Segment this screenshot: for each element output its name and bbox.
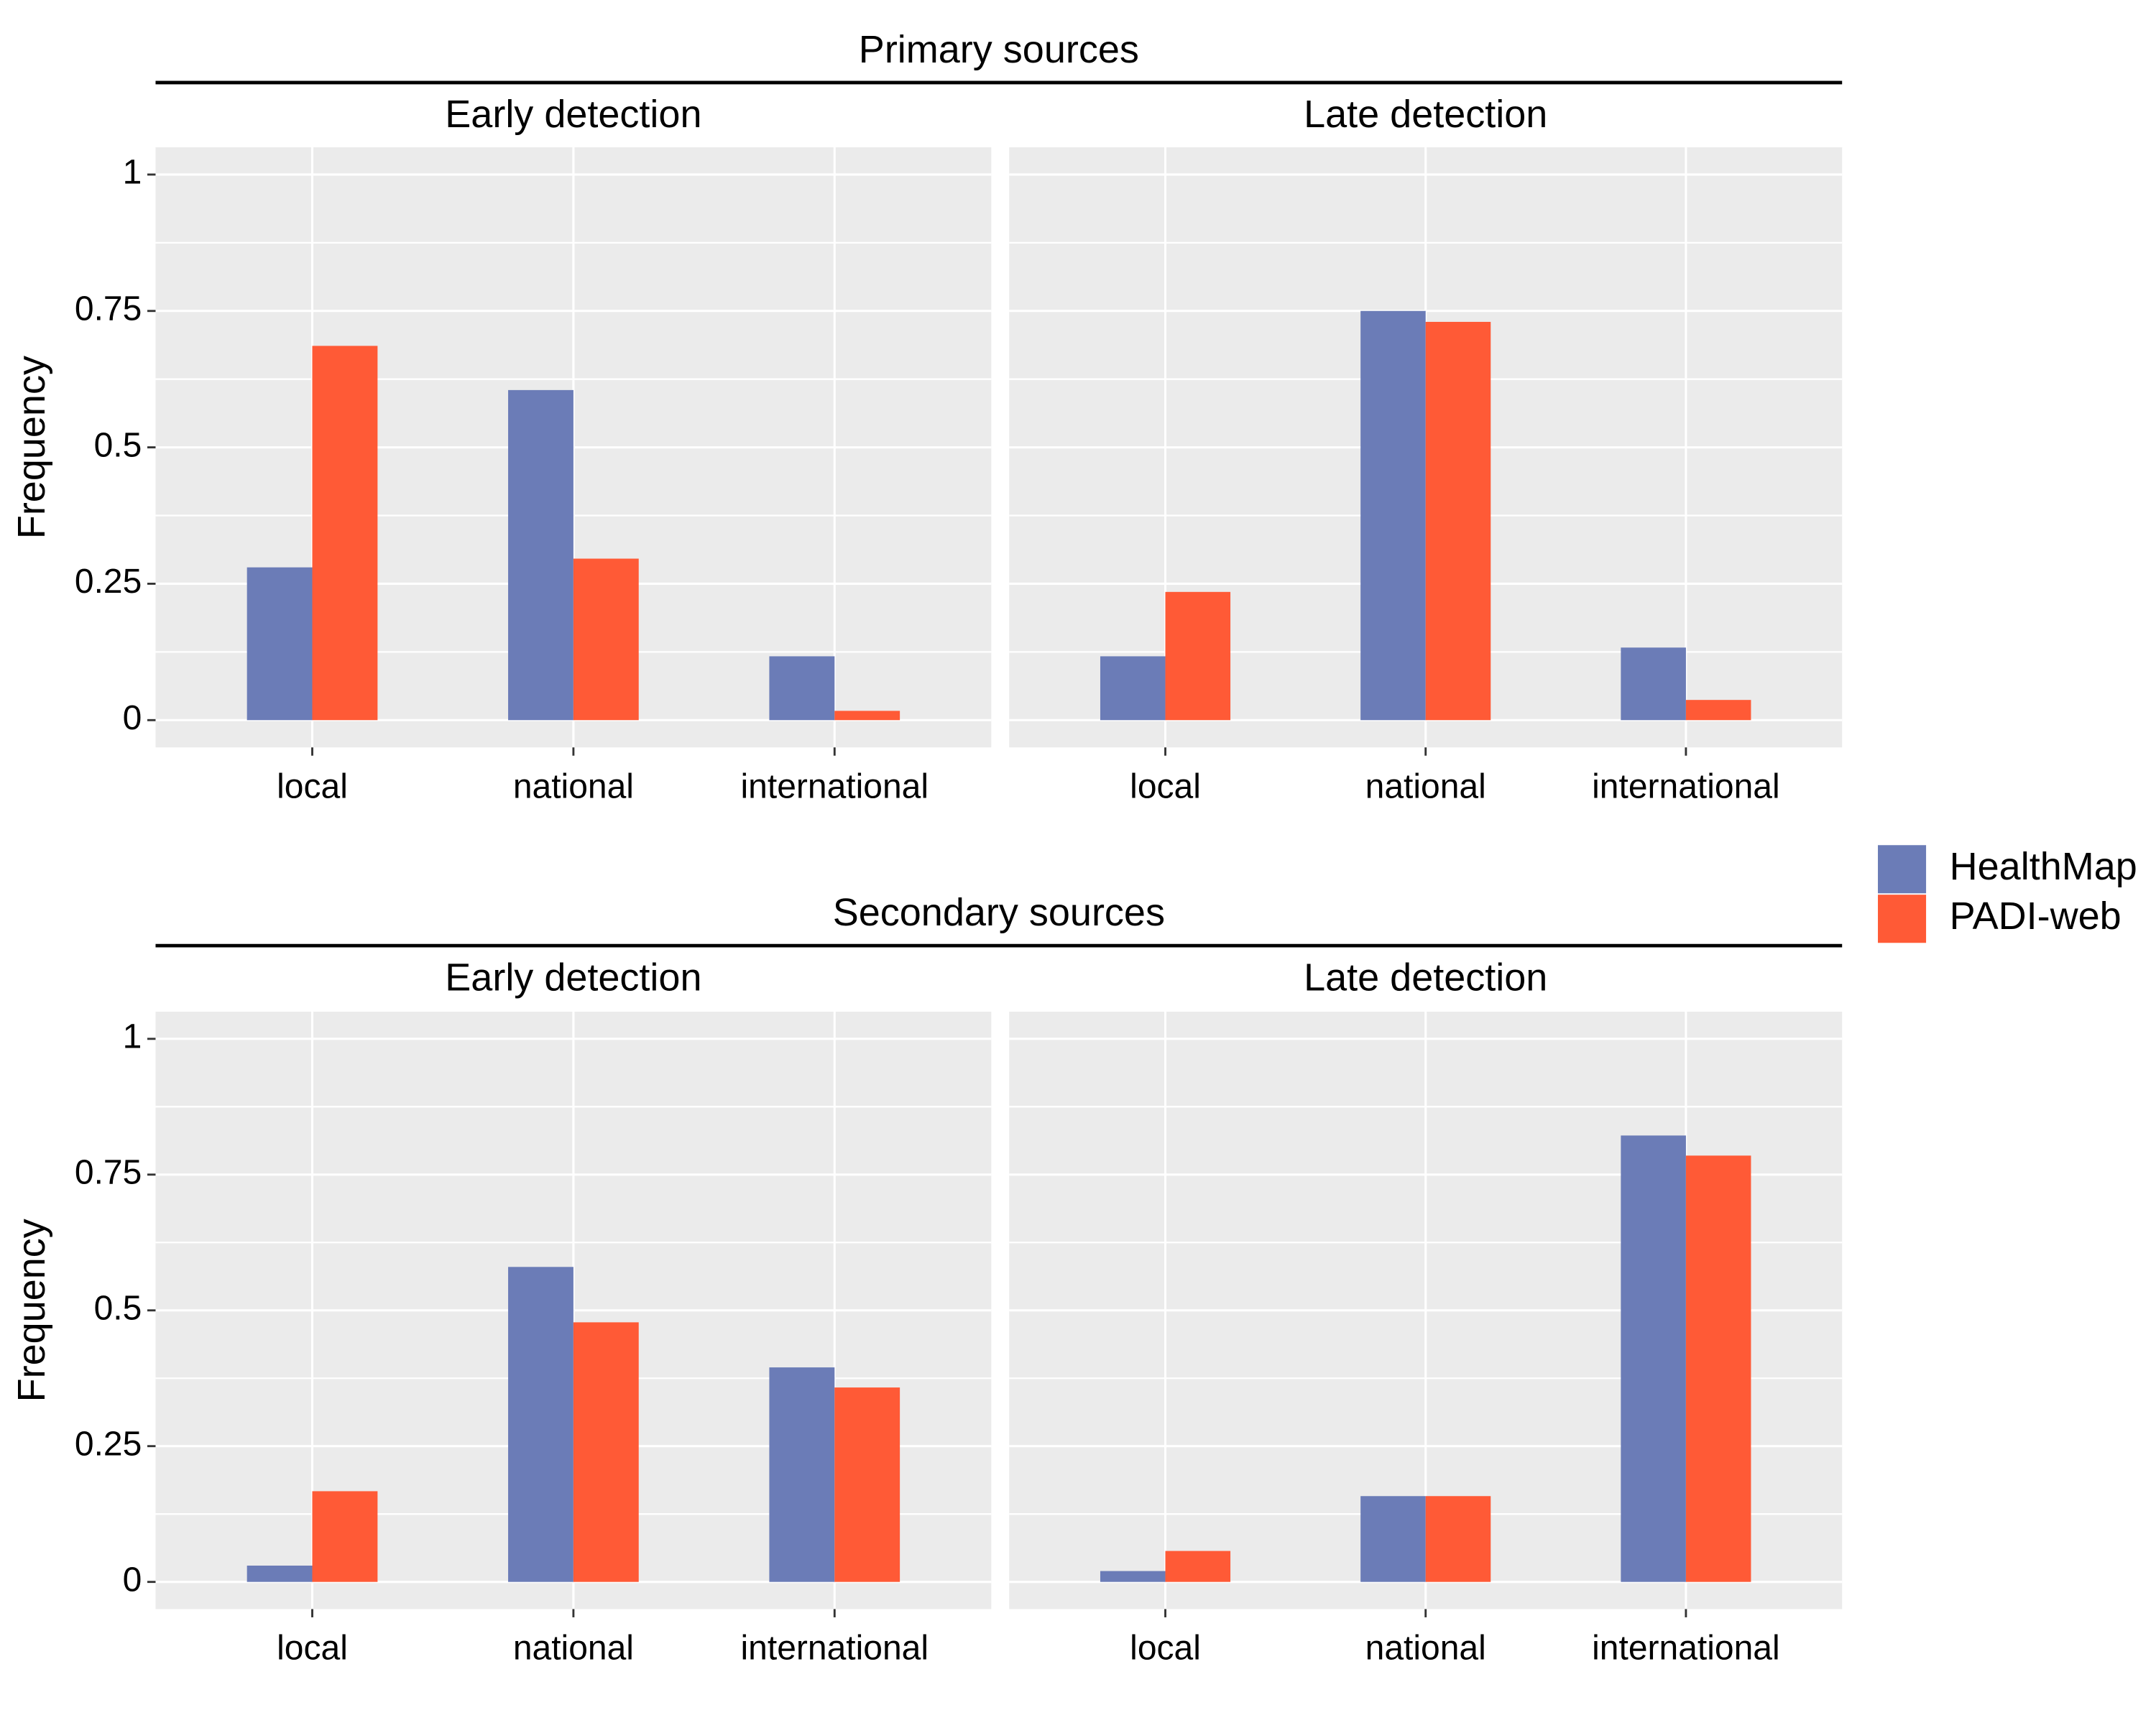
x-tick-label-local: local bbox=[1130, 767, 1201, 805]
facet-title-secondary-sources-late-detection: Late detection bbox=[1304, 956, 1547, 999]
legend-key-healthmap bbox=[1878, 845, 1927, 894]
bar-padi-web-national bbox=[1425, 321, 1491, 721]
bar-healthmap-national bbox=[508, 389, 573, 721]
panel-secondary-sources-late-detection: local national international Late detection bbox=[1009, 956, 1843, 1668]
bar-padi-web-local bbox=[312, 1491, 378, 1582]
y-axis-title: Frequency bbox=[10, 356, 53, 539]
bar-healthmap-international bbox=[769, 1367, 835, 1582]
group-title-secondary-sources: Secondary sources bbox=[833, 891, 1165, 934]
y-tick-label: 0.5 bbox=[94, 426, 142, 464]
x-tick-label-international: international bbox=[1592, 767, 1780, 805]
y-tick-label: 1 bbox=[123, 154, 142, 192]
facet-title-secondary-sources-early-detection: Early detection bbox=[445, 956, 701, 999]
x-tick-label-national: national bbox=[513, 767, 634, 805]
bar-padi-web-international bbox=[834, 1387, 900, 1582]
x-tick-label-national: national bbox=[1365, 1630, 1486, 1668]
bar-healthmap-international bbox=[769, 656, 835, 721]
bar-healthmap-national bbox=[1360, 310, 1426, 721]
bar-healthmap-local bbox=[1100, 656, 1166, 721]
y-tick-label: 0.75 bbox=[75, 1153, 142, 1191]
bar-padi-web-international bbox=[834, 711, 900, 721]
x-tick-label-national: national bbox=[1365, 767, 1486, 805]
bar-healthmap-international bbox=[1621, 647, 1686, 721]
bar-healthmap-international bbox=[1621, 1135, 1686, 1582]
bar-padi-web-national bbox=[573, 1322, 639, 1582]
x-tick-label-national: national bbox=[513, 1630, 634, 1668]
x-tick-label-international: international bbox=[1592, 1630, 1780, 1668]
bar-padi-web-local bbox=[1165, 591, 1231, 721]
bar-padi-web-local bbox=[1165, 1551, 1231, 1582]
x-tick-label-local: local bbox=[277, 1630, 348, 1668]
facet-title-primary-sources-early-detection: Early detection bbox=[445, 93, 701, 136]
group-title-primary-sources: Primary sources bbox=[859, 28, 1139, 71]
y-tick-label: 0.75 bbox=[75, 290, 142, 328]
x-tick-label-international: international bbox=[741, 767, 929, 805]
x-tick-label-international: international bbox=[741, 1630, 929, 1668]
bar-healthmap-local bbox=[1100, 1571, 1166, 1582]
y-tick-label: 0 bbox=[123, 1561, 142, 1599]
bar-healthmap-local bbox=[247, 1565, 313, 1582]
legend-label-padi-web: PADI-web bbox=[1950, 895, 2122, 938]
legend-label-healthmap: HealthMap bbox=[1950, 845, 2137, 888]
y-axis-title: Frequency bbox=[10, 1219, 53, 1402]
legend-key-padi-web bbox=[1878, 895, 1927, 943]
bar-healthmap-local bbox=[247, 567, 313, 721]
bar-padi-web-national bbox=[1425, 1496, 1491, 1582]
facet-title-primary-sources-late-detection: Late detection bbox=[1304, 93, 1547, 136]
bar-padi-web-local bbox=[312, 346, 378, 721]
y-tick-label: 0.25 bbox=[75, 563, 142, 601]
y-tick-label: 1 bbox=[123, 1018, 142, 1056]
y-tick-label: 0.25 bbox=[75, 1425, 142, 1463]
y-tick-label: 0.5 bbox=[94, 1289, 142, 1327]
panel-secondary-sources-early-detection: local national international Early detectio… bbox=[10, 956, 992, 1668]
bar-padi-web-international bbox=[1685, 1155, 1751, 1582]
bar-healthmap-national bbox=[508, 1267, 573, 1582]
panel-primary-sources-late-detection: local national international Late detection bbox=[1009, 93, 1843, 805]
bar-healthmap-national bbox=[1360, 1496, 1426, 1582]
panel-primary-sources-early-detection: local national international Early detectio… bbox=[10, 93, 992, 805]
bar-padi-web-national bbox=[573, 558, 639, 721]
x-tick-label-local: local bbox=[277, 767, 348, 805]
legend: HealthMap PADI-web bbox=[1878, 845, 2137, 943]
y-tick-label: 0 bbox=[123, 699, 142, 737]
bar-padi-web-international bbox=[1685, 700, 1751, 721]
x-tick-label-local: local bbox=[1130, 1630, 1201, 1668]
